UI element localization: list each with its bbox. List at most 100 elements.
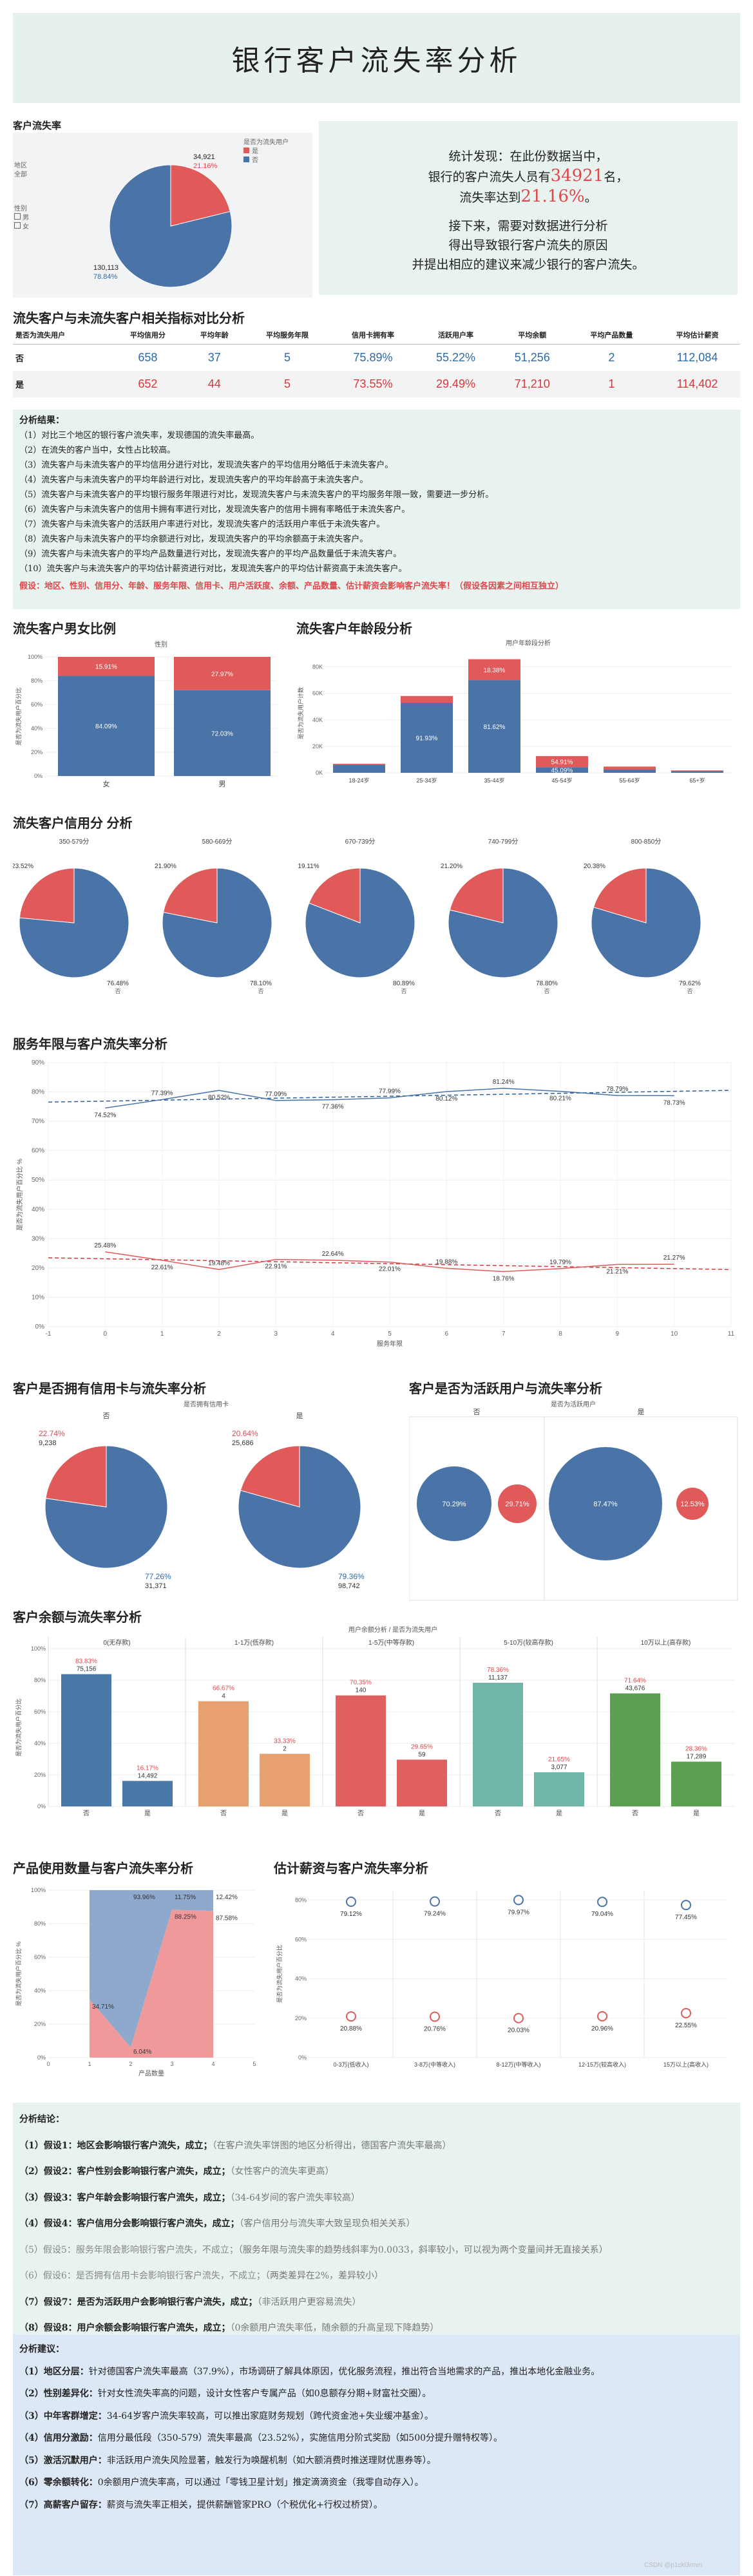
balance-bar	[336, 1695, 386, 1806]
credit-churn-slice	[593, 867, 647, 923]
active-churn-label: 12.53%	[680, 1501, 705, 1508]
age-churn-label: 54.91%	[551, 759, 573, 766]
table-row: 是 652 44 5 73.55% 29.49% 71,210 1 114,402	[13, 371, 740, 397]
metrics-header-7: 平均产品数量	[568, 326, 654, 345]
active-stay-bubble	[549, 1447, 662, 1560]
active-churn-bubble	[498, 1484, 537, 1523]
balance-xtick: 是	[693, 1810, 700, 1817]
metrics-cell-5: 51,256	[514, 351, 550, 364]
churn-count-label: 34,921	[193, 153, 215, 161]
age-churn-bar	[604, 766, 656, 770]
age-ytick: 20K	[312, 743, 323, 750]
product-xtick: 3	[170, 2061, 173, 2067]
age-churn-bar	[401, 696, 453, 703]
product-ytick: 40%	[34, 1987, 46, 1994]
metrics-cell-6: 1	[608, 377, 615, 390]
age-stay-bar	[604, 770, 656, 773]
salary-stay-point	[513, 1895, 524, 1906]
conclusion-item-1: （1）假设1：地区会影响银行客户流失，成立；（在客户流失率饼图的地区分析得出，德…	[19, 2133, 734, 2159]
tenure-churn-label: 21.27%	[663, 1255, 685, 1262]
advice-header: 分析建议：	[19, 2344, 64, 2354]
gender-churn-bar	[58, 657, 155, 676]
conclusion-detail: （34-64岁间的客户流失率较高）	[230, 2192, 360, 2203]
advice-list: （1）地区分层：针对德国客户流失率最高（37.9%），市场调研了解具体原因，优化…	[19, 2361, 734, 2517]
card-stay-label: 79.36%	[338, 1572, 365, 1581]
age-title: 流失客户年龄段分析	[296, 622, 412, 636]
balance-ytick: 60%	[34, 1709, 46, 1715]
table-row: 否 658 37 5 75.89% 55.22% 51,256 2 112,084	[13, 345, 740, 372]
overview-legend-title: 是否为流失用户	[243, 139, 289, 146]
tenure-churn-label: 22.91%	[265, 1264, 287, 1271]
filter-region-value[interactable]: 全部	[14, 171, 27, 178]
product-ytick: 100%	[31, 1887, 46, 1893]
tenure-churn-label: 19.88%	[435, 1258, 457, 1265]
advice-item-7: （7）高薪客户留存：薪资与流失率正相关，提供薪酬管家PRO（个税优化+行权过桥贷…	[19, 2494, 734, 2517]
metrics-header-8: 平均估计薪资	[654, 326, 740, 345]
active-group-name: 否	[473, 1408, 481, 1416]
salary-ytick: 40%	[295, 1976, 307, 1982]
metrics-header-3: 平均服务年限	[244, 326, 330, 345]
balance-ytick: 0%	[37, 1803, 46, 1810]
age-stay-bar	[468, 680, 520, 773]
findings-hypothesis: 假设：地区、性别、信用分、年龄、服务年限、信用卡、用户活跃度、余额、产品数量、估…	[19, 582, 564, 591]
salary-stay-point	[346, 1896, 356, 1907]
tenure-churn-trend	[48, 1257, 732, 1271]
advice-head: （2）性别差异化：	[19, 2389, 98, 2399]
gender-ytick: 20%	[31, 749, 43, 755]
gender-churn-label: 27.97%	[211, 671, 233, 678]
age-stay-label: 81.62%	[484, 724, 506, 731]
product-churn-label: 34.71%	[92, 2003, 114, 2011]
product-xtick: 1	[88, 2061, 91, 2067]
salary-chart: 是否为流失用户百分比 0% 20% 40% 60% 80% 79.12% 20.88% 0-3万…	[276, 1890, 728, 2068]
credit-churn-slice	[309, 867, 361, 923]
age-ytick: 80K	[312, 664, 323, 670]
active-title: 客户是否为活跃用户与流失率分析	[409, 1382, 602, 1396]
card-churn-label: 22.74%	[39, 1429, 65, 1438]
conclusion-item-5: （5）假设5：服务年限会影响银行客户流失，不成立；（服务年限与流失率的趋势线斜率…	[19, 2237, 734, 2264]
product-xlabel: 产品数量	[138, 2069, 164, 2078]
balance-pct-label: 21.65%	[548, 1756, 570, 1763]
tenure-stay-label: 80.12%	[435, 1095, 457, 1103]
age-churn-bar	[468, 659, 520, 681]
metrics-cell-7: 114,402	[676, 377, 718, 390]
conclusion-head: （7）假设7：是否为活跃用户会影响银行客户流失，成立；	[19, 2297, 258, 2307]
conclusion-detail: （在客户流失率饼图的地区分析得出，德国客户流失率最高）	[212, 2140, 452, 2151]
balance-xtick: 是	[144, 1810, 151, 1817]
metrics-cell-1: 44	[207, 377, 221, 390]
legend-yes: 是	[243, 146, 258, 155]
checkbox-female[interactable]	[14, 222, 21, 229]
age-ytick: 40K	[312, 717, 323, 723]
credit-churn-label: 19.11%	[298, 863, 319, 870]
gender-ytick: 100%	[28, 654, 43, 660]
finding-item-5: （5）流失客户与未流失客户的平均银行服务年限进行对比，发现流失客户与未流失客户的…	[19, 490, 494, 500]
filter-male[interactable]: 男	[14, 212, 29, 222]
advice-item-2: （2）性别差异化：针对女性流失率高的问题，设计女性客户专属产品（如0息额存分期+…	[19, 2383, 734, 2405]
page-title: 银行客户流失率分析	[231, 44, 522, 77]
advice-detail: 信用分最低段（350-579）流失率最高（23.52%），实施信用分阶式奖励（如…	[97, 2433, 503, 2443]
tenure-stay-label: 78.79%	[606, 1086, 628, 1093]
advice-detail: 针对女性流失率高的问题，设计女性客户专属产品（如0息额存分期+财富社交圈）。	[97, 2389, 432, 2399]
tenure-xtick: 6	[445, 1331, 449, 1338]
card-churn-slice	[45, 1445, 107, 1508]
tenure-stay-line	[105, 1088, 674, 1109]
conclusion-head: （8）假设8：用户余额会影响银行客户流失，成立；	[19, 2323, 231, 2333]
salary-xtick: 3-8万(中等收入)	[414, 2061, 455, 2068]
balance-count-label: 43,676	[625, 1685, 645, 1692]
filter-region-label: 地区	[14, 162, 27, 169]
tenure-xtick: 1	[160, 1331, 164, 1338]
tenure-xtick: -1	[46, 1331, 52, 1338]
credit-stay-sub: 否	[115, 988, 120, 994]
tenure-ytick: 50%	[32, 1177, 44, 1184]
filter-female[interactable]: 女	[14, 221, 29, 231]
balance-title: 客户余额与流失率分析	[13, 1611, 142, 1625]
metrics-cell-5: 71,210	[514, 377, 550, 390]
balance-pct-label: 16.17%	[137, 1765, 158, 1772]
conclusion-item-7: （7）假设7：是否为活跃用户会影响银行客户流失，成立；（非活跃用户更容易流失）	[19, 2289, 734, 2316]
balance-bar	[122, 1781, 173, 1806]
card-churn-label: 20.64%	[232, 1429, 258, 1438]
checkbox-male[interactable]	[14, 213, 21, 220]
card-stay-slice	[44, 1445, 168, 1569]
tenure-stay-label: 77.99%	[379, 1088, 401, 1095]
